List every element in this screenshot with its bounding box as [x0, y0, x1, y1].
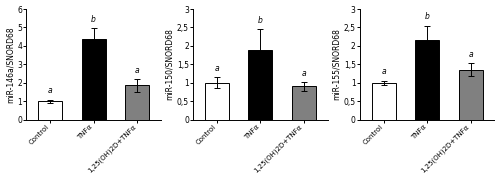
Text: a: a	[214, 64, 220, 73]
Text: a: a	[302, 69, 306, 78]
Bar	[292, 86, 316, 120]
Y-axis label: miR-155/SNORD68: miR-155/SNORD68	[332, 28, 341, 100]
Bar	[248, 50, 272, 120]
Text: a: a	[382, 67, 386, 76]
Bar	[415, 40, 439, 120]
Y-axis label: miR-150/SNORD68: miR-150/SNORD68	[165, 28, 174, 100]
Bar	[458, 70, 482, 120]
Text: b: b	[258, 16, 263, 25]
Bar	[372, 83, 396, 120]
Text: b: b	[424, 12, 430, 21]
Text: a: a	[48, 86, 52, 95]
Text: a: a	[134, 66, 140, 75]
Y-axis label: miR-146a/SNORD68: miR-146a/SNORD68	[6, 26, 15, 103]
Bar	[82, 39, 106, 120]
Text: a: a	[468, 50, 473, 59]
Bar	[205, 83, 229, 120]
Bar	[38, 101, 62, 120]
Text: b: b	[91, 15, 96, 24]
Bar	[125, 86, 149, 120]
